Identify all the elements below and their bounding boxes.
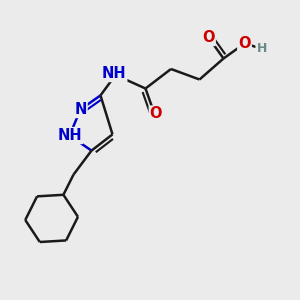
Text: H: H bbox=[256, 42, 267, 55]
Text: NH: NH bbox=[102, 66, 126, 81]
Text: N: N bbox=[74, 102, 87, 117]
Text: O: O bbox=[150, 106, 162, 122]
Text: NH: NH bbox=[57, 128, 82, 143]
Text: O: O bbox=[238, 36, 251, 51]
Text: O: O bbox=[202, 30, 215, 45]
